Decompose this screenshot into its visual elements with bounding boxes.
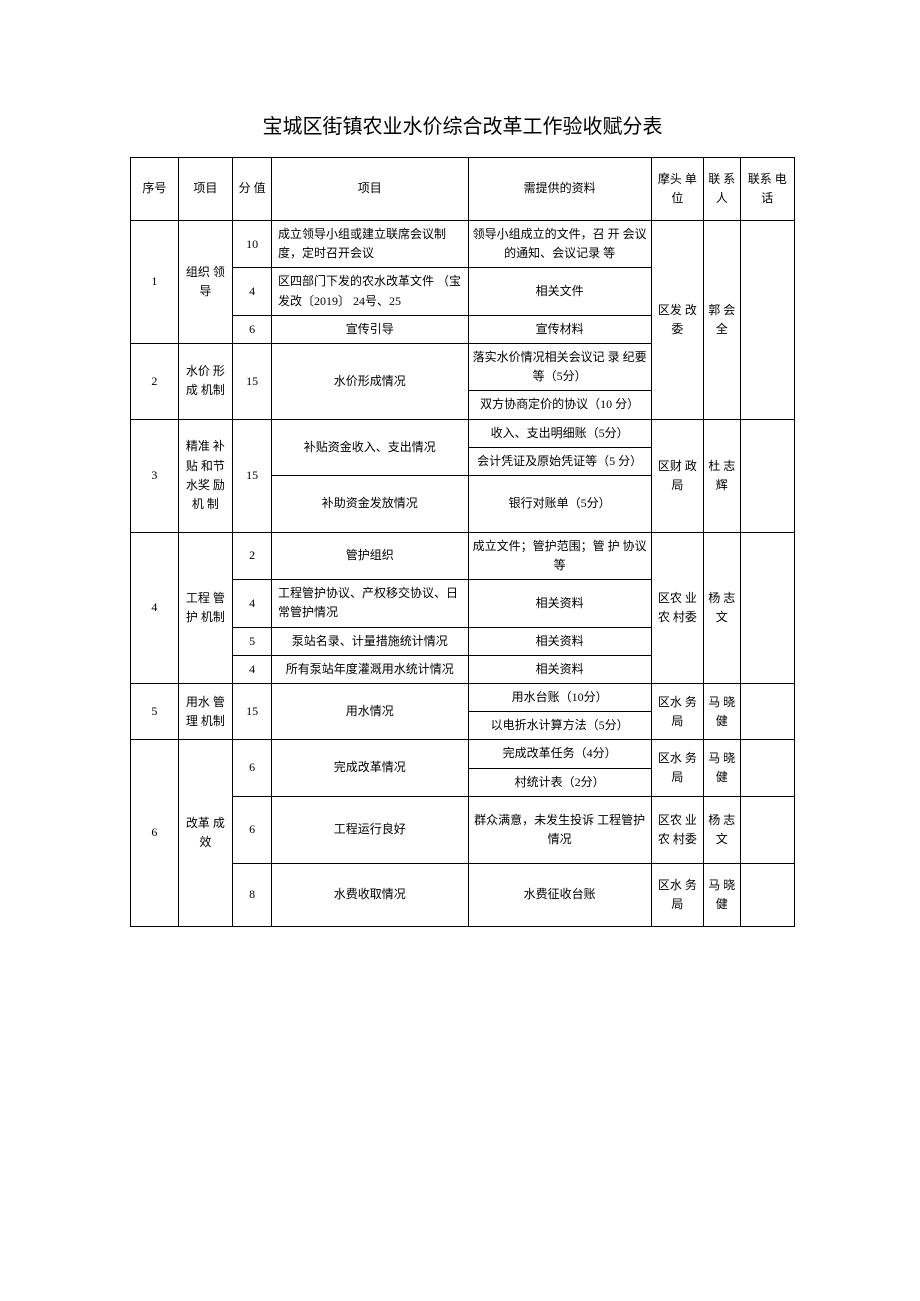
cell-proj: 工程 管护 机制 [178, 532, 232, 683]
cell-item: 所有泵站年度灌溉用水统计情况 [272, 655, 469, 683]
cell-item: 水价形成情况 [272, 343, 469, 419]
table-row: 3 精准 补 贴 和节 水奖 励 机 制 15 补贴资金收入、支出情况 收入、支… [131, 419, 795, 447]
cell-phone [740, 684, 794, 740]
cell-item: 完成改革情况 [272, 740, 469, 796]
cell-contact: 杨 志 文 [703, 532, 740, 683]
cell-seq: 5 [131, 684, 179, 740]
cell-dept: 区发 改委 [651, 221, 703, 420]
cell-score: 4 [233, 655, 272, 683]
cell-mat: 相关资料 [468, 627, 651, 655]
cell-seq: 4 [131, 532, 179, 683]
cell-mat: 村统计表（2分） [468, 768, 651, 796]
h-material: 需提供的资料 [468, 158, 651, 221]
cell-phone [740, 740, 794, 796]
cell-score: 8 [233, 863, 272, 926]
cell-item: 区四部门下发的农水改革文件 （宝发改〔2019〕 24号、25 [272, 268, 469, 315]
cell-contact: 马 晓 健 [703, 740, 740, 796]
cell-score: 5 [233, 627, 272, 655]
cell-score: 4 [233, 268, 272, 315]
cell-item: 成立领导小组或建立联席会议制度，定时召开会议 [272, 221, 469, 268]
cell-mat: 领导小组成立的文件，召 开 会议的通知、会议记录 等 [468, 221, 651, 268]
cell-score: 15 [233, 684, 272, 740]
cell-proj: 用水 管理 机制 [178, 684, 232, 740]
cell-contact: 杜 志 辉 [703, 419, 740, 532]
cell-item: 水费收取情况 [272, 863, 469, 926]
cell-phone [740, 221, 794, 420]
cell-dept: 区农 业农 村委 [651, 532, 703, 683]
cell-mat: 双方协商定价的协议（10 分） [468, 391, 651, 419]
cell-contact: 郭 会 全 [703, 221, 740, 420]
table-row: 4 工程 管护 机制 2 管护组织 成立文件；管护范围；管 护 协议等 区农 业… [131, 532, 795, 579]
cell-dept: 区农 业农 村委 [651, 796, 703, 863]
cell-score: 4 [233, 580, 272, 627]
h-phone: 联系 电话 [740, 158, 794, 221]
page-title: 宝城区街镇农业水价综合改革工作验收赋分表 [130, 110, 795, 139]
cell-item: 补助资金发放情况 [272, 475, 469, 532]
cell-proj: 组织 领导 [178, 221, 232, 344]
h-contact: 联 系 人 [703, 158, 740, 221]
cell-dept: 区水 务局 [651, 863, 703, 926]
cell-phone [740, 532, 794, 683]
cell-score: 15 [233, 419, 272, 532]
cell-seq: 2 [131, 343, 179, 419]
cell-mat: 以电折水计算方法（5分） [468, 712, 651, 740]
cell-score: 15 [233, 343, 272, 419]
cell-score: 6 [233, 740, 272, 796]
cell-dept: 区财 政局 [651, 419, 703, 532]
cell-contact: 马 晓 健 [703, 684, 740, 740]
cell-score: 10 [233, 221, 272, 268]
cell-mat: 相关资料 [468, 580, 651, 627]
cell-mat: 会计凭证及原始凭证等（5 分） [468, 447, 651, 475]
table-row: 6 改革 成效 6 完成改革情况 完成改革任务（4分） 区水 务局 马 晓 健 [131, 740, 795, 768]
cell-mat: 收入、支出明细账（5分） [468, 419, 651, 447]
header-row: 序号 项目 分 值 项目 需提供的资料 摩头 单位 联 系 人 联系 电话 [131, 158, 795, 221]
document-page: 宝城区街镇农业水价综合改革工作验收赋分表 序号 项目 分 值 项目 需提供的资料… [0, 0, 920, 927]
cell-score: 6 [233, 796, 272, 863]
cell-phone [740, 796, 794, 863]
cell-item: 泵站名录、计量措施统计情况 [272, 627, 469, 655]
cell-mat: 群众满意，未发生投诉 工程管护情况 [468, 796, 651, 863]
cell-score: 6 [233, 315, 272, 343]
cell-mat: 落实水价情况相关会议记 录 纪要等（5分） [468, 343, 651, 390]
cell-mat: 宣传材料 [468, 315, 651, 343]
cell-item: 工程运行良好 [272, 796, 469, 863]
cell-phone [740, 863, 794, 926]
cell-dept: 区水 务局 [651, 684, 703, 740]
cell-mat: 水费征收台账 [468, 863, 651, 926]
table-row: 5 用水 管理 机制 15 用水情况 用水台账（10分） 区水 务局 马 晓 健 [131, 684, 795, 712]
cell-mat: 银行对账单（5分） [468, 475, 651, 532]
cell-seq: 6 [131, 740, 179, 926]
cell-score: 2 [233, 532, 272, 579]
h-score: 分 值 [233, 158, 272, 221]
h-dept: 摩头 单位 [651, 158, 703, 221]
cell-proj: 改革 成效 [178, 740, 232, 926]
cell-proj: 精准 补 贴 和节 水奖 励 机 制 [178, 419, 232, 532]
cell-phone [740, 419, 794, 532]
table-row: 1 组织 领导 10 成立领导小组或建立联席会议制度，定时召开会议 领导小组成立… [131, 221, 795, 268]
cell-item: 补贴资金收入、支出情况 [272, 419, 469, 475]
cell-mat: 用水台账（10分） [468, 684, 651, 712]
cell-proj: 水价 形成 机制 [178, 343, 232, 419]
cell-item: 宣传引导 [272, 315, 469, 343]
cell-mat: 相关文件 [468, 268, 651, 315]
cell-item: 工程管护协议、产权移交协议、日常管护情况 [272, 580, 469, 627]
cell-mat: 相关资料 [468, 655, 651, 683]
cell-seq: 3 [131, 419, 179, 532]
score-table: 序号 项目 分 值 项目 需提供的资料 摩头 单位 联 系 人 联系 电话 1 … [130, 157, 795, 927]
cell-dept: 区水 务局 [651, 740, 703, 796]
cell-mat: 成立文件；管护范围；管 护 协议等 [468, 532, 651, 579]
cell-item: 用水情况 [272, 684, 469, 740]
h-item: 项目 [272, 158, 469, 221]
cell-contact: 马 晓 健 [703, 863, 740, 926]
h-seq: 序号 [131, 158, 179, 221]
cell-seq: 1 [131, 221, 179, 344]
cell-contact: 杨 志 文 [703, 796, 740, 863]
cell-mat: 完成改革任务（4分） [468, 740, 651, 768]
cell-item: 管护组织 [272, 532, 469, 579]
h-project: 项目 [178, 158, 232, 221]
